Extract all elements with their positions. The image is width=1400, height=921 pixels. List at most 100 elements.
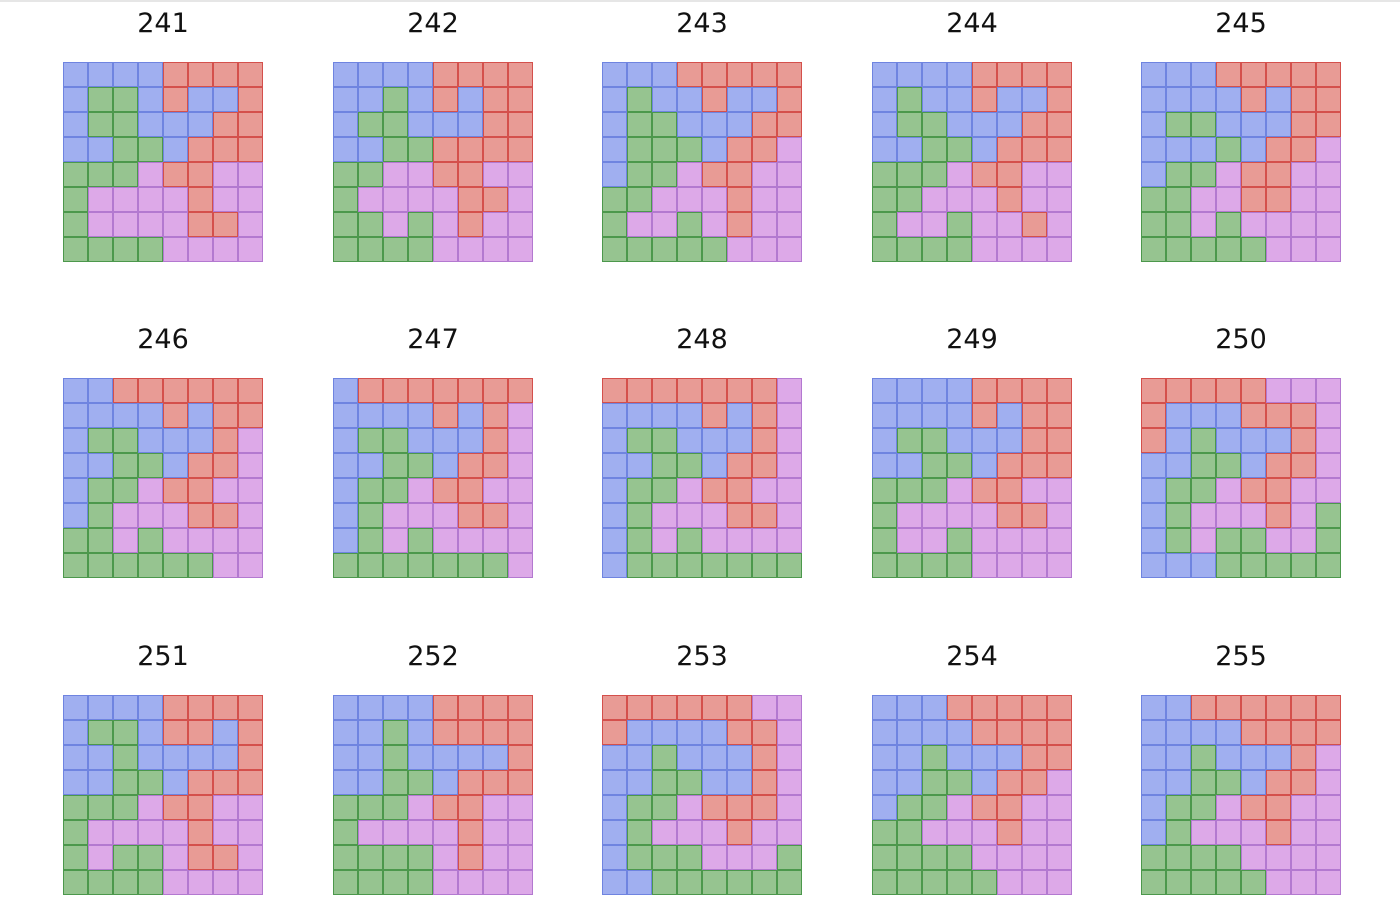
grid-cell <box>1266 87 1291 112</box>
grid-cell <box>483 870 508 895</box>
grid-cell <box>458 745 483 770</box>
grid-cell <box>1166 87 1191 112</box>
grid-cell <box>752 478 777 503</box>
grid-cell <box>727 745 752 770</box>
grid-cell <box>1166 745 1191 770</box>
grid-cell <box>508 378 533 403</box>
grid-cell <box>652 720 677 745</box>
grid-cell <box>88 720 113 745</box>
grid-cell <box>458 162 483 187</box>
grid-cell <box>752 745 777 770</box>
grid-cell <box>752 403 777 428</box>
grid-cell <box>727 820 752 845</box>
grid-cell <box>702 745 727 770</box>
grid-cell <box>652 845 677 870</box>
grid-cell <box>1266 187 1291 212</box>
grid-cell <box>1047 112 1072 137</box>
grid-cell <box>458 553 483 578</box>
grid-cell <box>972 428 997 453</box>
grid-cell <box>163 87 188 112</box>
grid-cell <box>383 770 408 795</box>
grid-cell <box>1141 87 1166 112</box>
grid-cell <box>602 137 627 162</box>
grid-cell <box>602 770 627 795</box>
grid-cell <box>972 503 997 528</box>
grid-cell <box>1166 453 1191 478</box>
grid-cell <box>63 695 88 720</box>
panel-title: 247 <box>407 324 459 355</box>
grid-cell <box>1241 237 1266 262</box>
grid-cell <box>997 112 1022 137</box>
grid-cell <box>922 553 947 578</box>
grid-cell <box>752 795 777 820</box>
grid-cell <box>997 453 1022 478</box>
grid-cell <box>1291 770 1316 795</box>
grid-cell <box>88 820 113 845</box>
grid-cell <box>752 112 777 137</box>
grid-cell <box>652 795 677 820</box>
grid-cell <box>358 720 383 745</box>
grid-cell <box>408 770 433 795</box>
grid-cell <box>897 478 922 503</box>
grid-cell <box>727 870 752 895</box>
grid-cell <box>752 212 777 237</box>
grid-cell <box>652 237 677 262</box>
grid-cell <box>238 770 263 795</box>
grid-cell <box>1047 162 1072 187</box>
grid-cell <box>702 62 727 87</box>
grid-cell <box>677 378 702 403</box>
grid-cell <box>408 745 433 770</box>
grid-cell <box>677 745 702 770</box>
grid-cell <box>872 62 897 87</box>
grid-cell <box>947 428 972 453</box>
grid-cell <box>1022 503 1047 528</box>
panel-title: 241 <box>137 8 189 39</box>
grid-cell <box>1191 528 1216 553</box>
grid-cell <box>947 503 972 528</box>
grid-cell <box>358 770 383 795</box>
grid-cell <box>138 378 163 403</box>
grid-cell <box>1216 528 1241 553</box>
grid-cell <box>508 137 533 162</box>
grid-cell <box>1166 720 1191 745</box>
grid-cell <box>602 870 627 895</box>
grid-cell <box>972 378 997 403</box>
grid-cell <box>947 695 972 720</box>
grid-cell <box>1141 720 1166 745</box>
grid-cell <box>1216 845 1241 870</box>
grid-cell <box>433 378 458 403</box>
grid-cell <box>333 212 358 237</box>
grid-cell <box>188 112 213 137</box>
grid-cell <box>897 237 922 262</box>
grid-cell <box>483 845 508 870</box>
grid-cell <box>1141 212 1166 237</box>
grid-cell <box>727 378 752 403</box>
grid-cell <box>458 845 483 870</box>
grid-cell <box>1022 212 1047 237</box>
grid-cell <box>997 870 1022 895</box>
grid-cell <box>88 378 113 403</box>
grid-cell <box>238 428 263 453</box>
grid-cell <box>358 187 383 212</box>
grid-cell <box>972 528 997 553</box>
grid-cell <box>1291 745 1316 770</box>
grid-cell <box>922 795 947 820</box>
grid-cell <box>1216 87 1241 112</box>
grid-cell <box>163 112 188 137</box>
grid-cell <box>1216 820 1241 845</box>
grid-cell <box>922 87 947 112</box>
grid-cell <box>677 403 702 428</box>
grid-cell <box>652 87 677 112</box>
grid-cell <box>188 87 213 112</box>
grid-cell <box>188 187 213 212</box>
grid-cell <box>433 770 458 795</box>
grid-cell <box>922 870 947 895</box>
grid-cell <box>1266 428 1291 453</box>
grid-cell <box>188 478 213 503</box>
grid-cell <box>1191 62 1216 87</box>
grid-cell <box>1216 720 1241 745</box>
grid-cell <box>1266 62 1291 87</box>
grid-cell <box>897 695 922 720</box>
grid-cell <box>213 845 238 870</box>
grid-cell <box>213 87 238 112</box>
